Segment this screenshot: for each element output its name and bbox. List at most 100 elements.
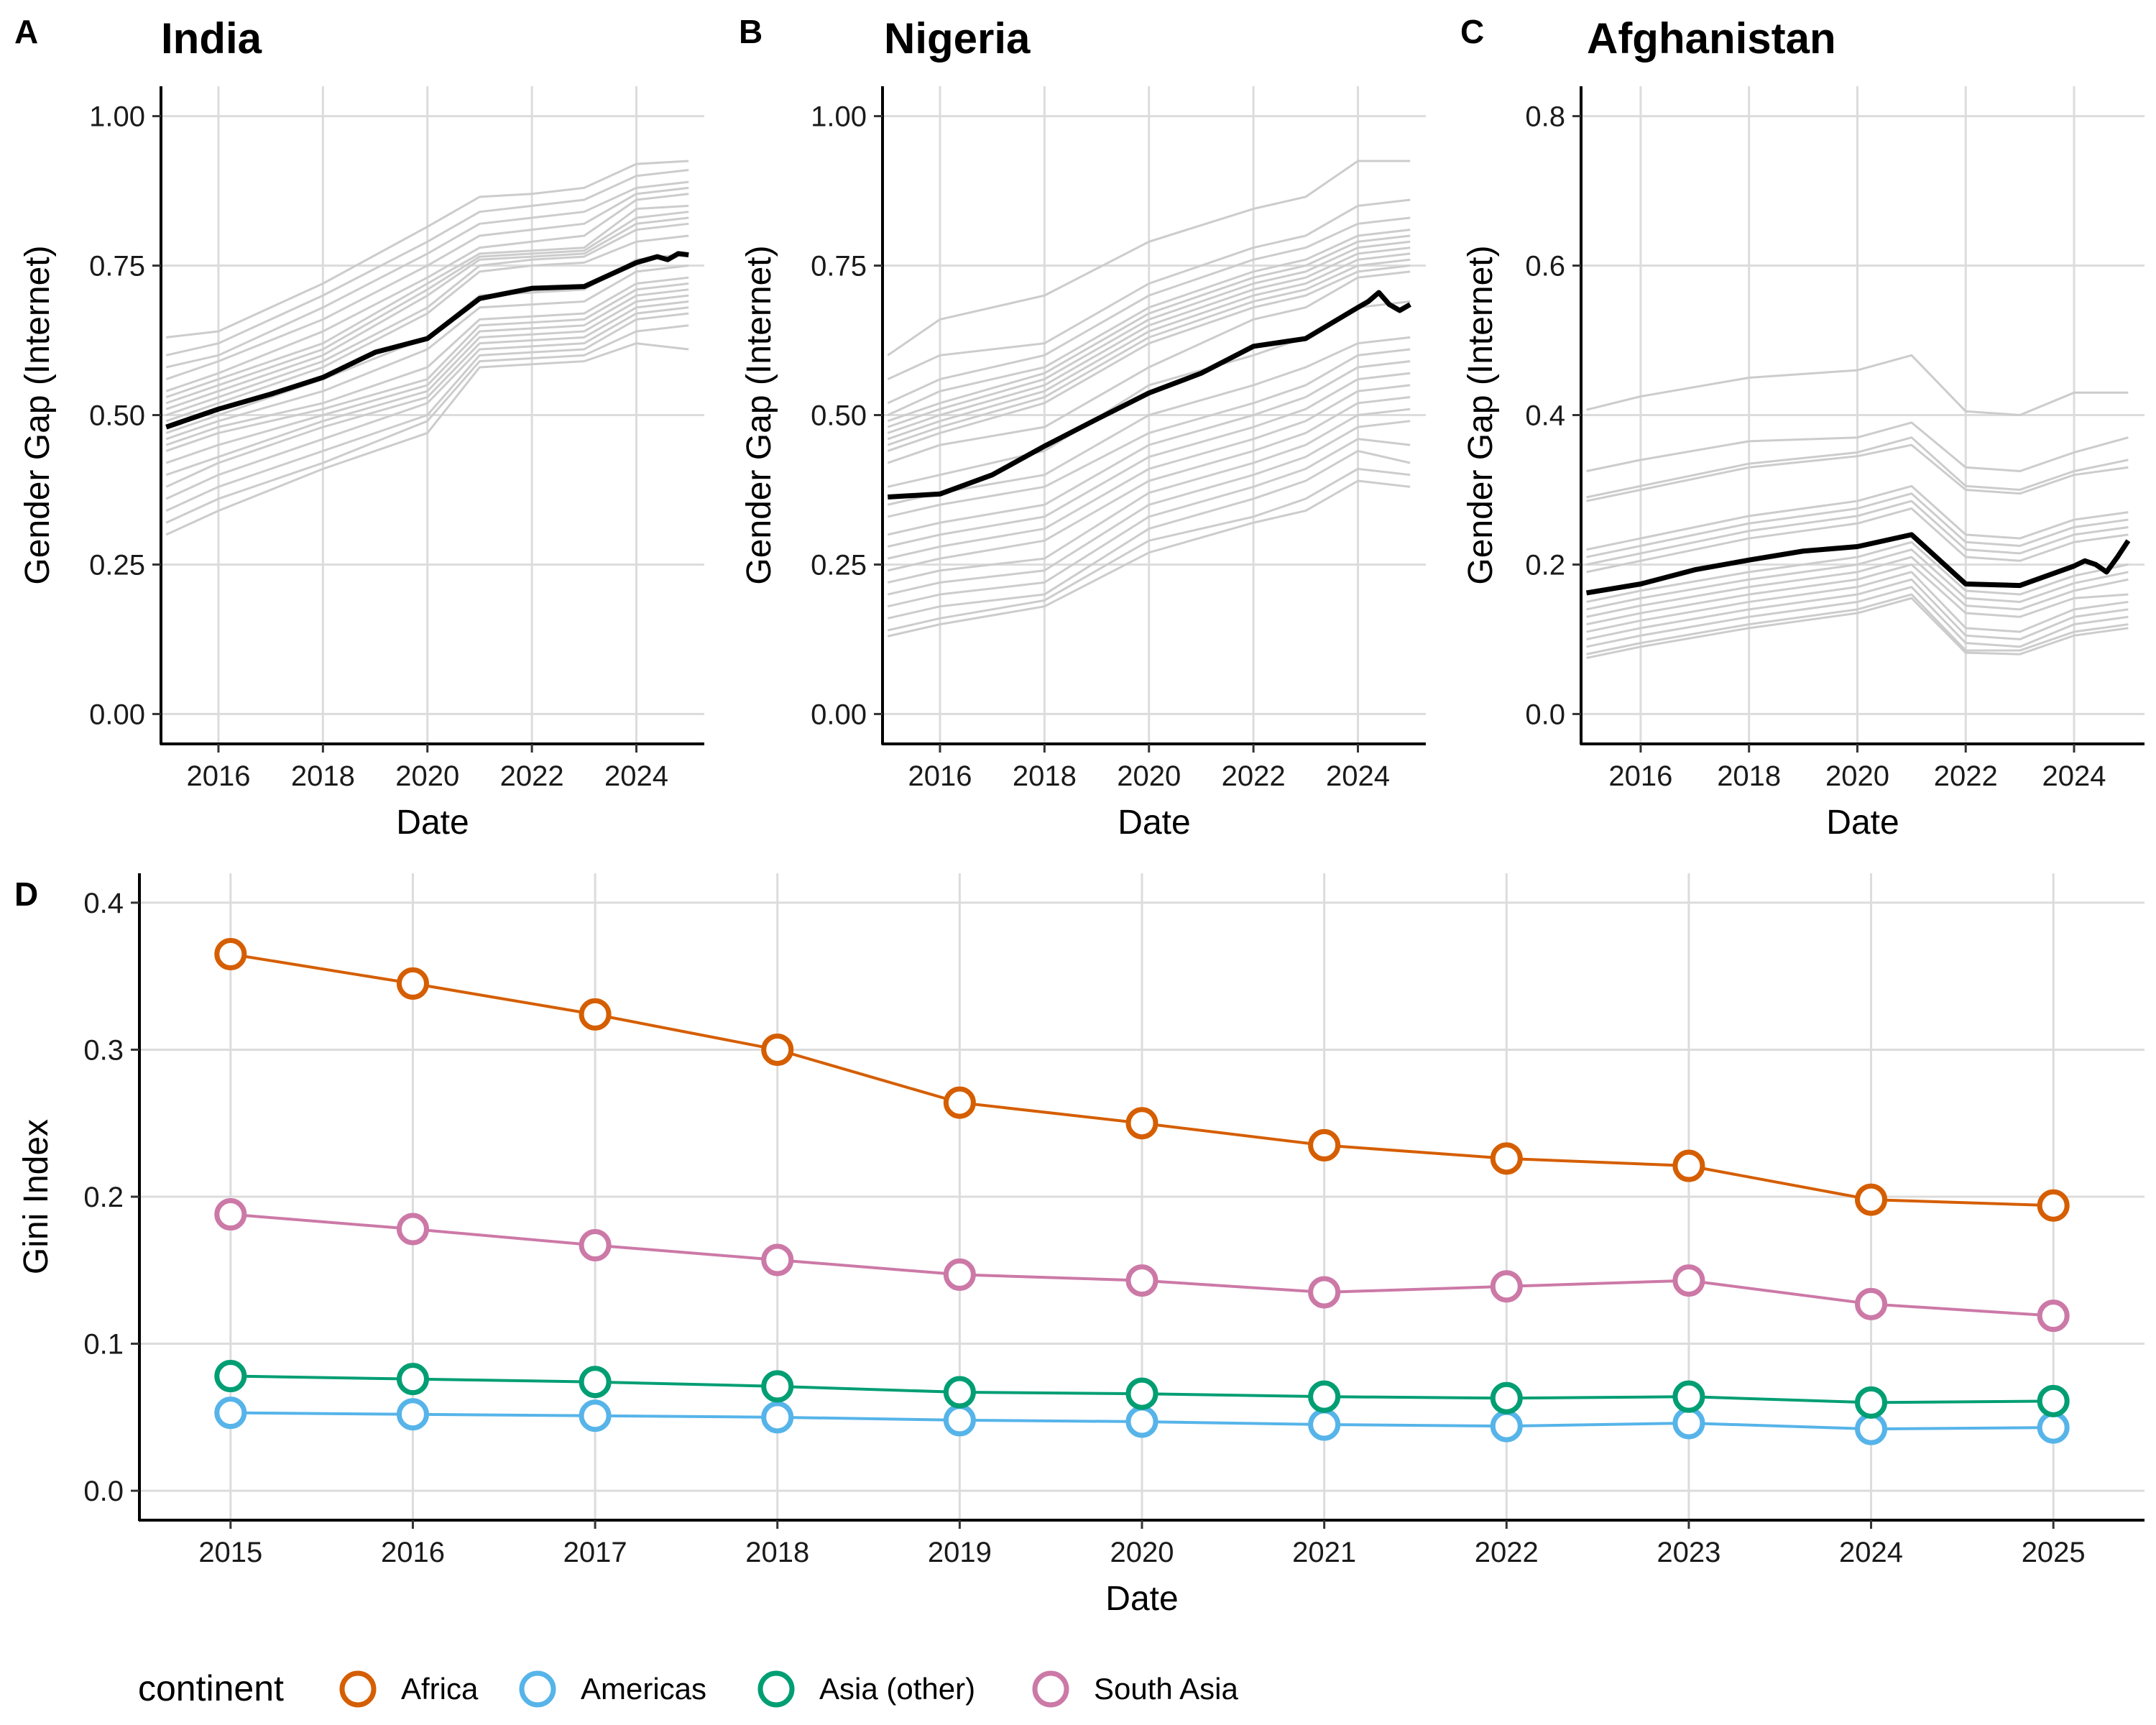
panel-c: 2016 2018 2020 2022 2024 0.0 0.2 0.4 0.6 0.8 Date G… xyxy=(1462,86,2145,842)
y-tick-label: 0.0 xyxy=(83,1476,124,1507)
data-point-south-asia xyxy=(579,1229,612,1261)
legend-marker-africa xyxy=(339,1670,377,1708)
legend-title: continent xyxy=(138,1668,284,1708)
y-axis-title: Gini Index xyxy=(17,1119,55,1274)
background-series-line xyxy=(887,198,1411,380)
x-tick-label: 2016 xyxy=(908,760,972,792)
background-series-line xyxy=(887,258,1411,446)
data-point-south-asia xyxy=(943,1258,976,1291)
legend-item-asia-other: Asia (other) xyxy=(757,1670,975,1708)
highlighted-series-line xyxy=(1585,532,2131,596)
background-series-line xyxy=(887,240,1411,428)
background-series-line xyxy=(165,276,689,446)
background-series-line xyxy=(1586,563,2129,626)
background-series-line xyxy=(165,180,689,369)
y-tick-label: 0.75 xyxy=(811,251,867,282)
y-tick-label: 0.25 xyxy=(89,549,145,581)
y-tick-label: 0.50 xyxy=(89,400,145,432)
highlighted-series-line xyxy=(888,290,1411,500)
data-point-africa xyxy=(761,1033,794,1066)
x-tick-label: 2015 xyxy=(198,1537,262,1568)
legend-label-south-asia: South Asia xyxy=(1094,1672,1238,1706)
x-tick-label: 2020 xyxy=(1825,760,1889,792)
background-series-line xyxy=(887,234,1411,423)
y-axis-title: Gender Gap (Internet) xyxy=(740,245,778,584)
background-series-line xyxy=(165,342,689,536)
highlighted-series-line xyxy=(165,251,689,430)
background-series-line xyxy=(165,282,689,452)
x-tick-label: 2022 xyxy=(1475,1537,1539,1568)
background-series-line xyxy=(1586,436,2129,499)
data-point-africa xyxy=(579,998,612,1031)
panel-c-tag: C xyxy=(1460,13,1484,50)
panel-b-tag: B xyxy=(739,13,763,50)
background-series-line xyxy=(887,252,1411,441)
data-point-south-asia xyxy=(2037,1300,2070,1333)
data-point-asia-other xyxy=(2037,1384,2070,1417)
panel-d: 2015 2016 2017 2018 2019 2020 2021 2022 2023 2024… xyxy=(17,873,2145,1618)
background-series-line xyxy=(165,186,689,381)
x-tick-label: 2024 xyxy=(1326,760,1390,792)
background-series-line xyxy=(1586,556,2129,618)
legend-label-africa: Africa xyxy=(401,1672,479,1706)
y-tick-label: 0.0 xyxy=(1525,699,1565,730)
data-point-africa xyxy=(1490,1142,1523,1175)
background-series-line xyxy=(165,312,689,512)
legend-item-south-asia: South Asia xyxy=(1032,1670,1238,1708)
x-tick-label: 2016 xyxy=(186,760,250,792)
background-series-line xyxy=(887,160,1411,356)
background-series-line xyxy=(1586,500,2129,566)
data-point-americas xyxy=(761,1401,794,1434)
data-point-africa xyxy=(214,938,247,970)
background-series-line xyxy=(1586,507,2129,574)
background-series-line xyxy=(887,467,1411,632)
data-point-americas xyxy=(396,1398,429,1431)
data-point-south-asia xyxy=(1490,1270,1523,1303)
panel-a: 2016 2018 2020 2022 2024 0.00 0.25 0.50 0.75 1.00… xyxy=(19,86,704,842)
data-point-asia-other xyxy=(579,1366,612,1399)
legend-item-africa: Africa xyxy=(339,1670,479,1708)
background-series-line xyxy=(1586,354,2129,416)
panel-a-tag: A xyxy=(14,13,38,50)
legend-label-asia-other: Asia (other) xyxy=(819,1672,975,1706)
data-point-south-asia xyxy=(1672,1264,1705,1297)
x-tick-label: 2020 xyxy=(1117,760,1181,792)
data-point-south-asia xyxy=(1855,1287,1888,1320)
x-tick-label: 2018 xyxy=(1717,760,1781,792)
y-tick-label: 0.50 xyxy=(811,400,867,432)
panel-b: 2016 2018 2020 2022 2024 0.00 0.25 0.50 0.75 1.00… xyxy=(740,86,1426,842)
background-series-line xyxy=(887,438,1411,608)
background-series-line xyxy=(887,396,1411,572)
background-series-line xyxy=(887,384,1411,560)
x-tick-label: 2018 xyxy=(745,1537,809,1568)
background-series-line xyxy=(165,264,689,441)
background-series-line xyxy=(1586,540,2129,603)
y-tick-label: 0.3 xyxy=(83,1034,124,1066)
background-series-line xyxy=(887,216,1411,405)
x-axis-title: Date xyxy=(1826,804,1899,842)
y-tick-label: 0.6 xyxy=(1525,251,1565,282)
legend-marker-asia-other xyxy=(757,1670,795,1708)
background-series-line xyxy=(165,168,689,356)
x-tick-label: 2016 xyxy=(1608,760,1672,792)
legend-marker-americas xyxy=(519,1670,556,1708)
data-point-americas xyxy=(943,1404,976,1437)
data-point-africa xyxy=(943,1086,976,1119)
legend-item-americas: Americas xyxy=(519,1670,706,1708)
y-tick-label: 0.2 xyxy=(1525,549,1565,581)
data-point-asia-other xyxy=(1308,1380,1341,1413)
background-series-line xyxy=(887,360,1411,536)
x-tick-label: 2024 xyxy=(1839,1537,1903,1568)
background-series-line xyxy=(887,247,1411,434)
y-tick-label: 0.1 xyxy=(83,1329,124,1361)
y-axis-title: Gender Gap (Internet) xyxy=(19,245,57,584)
y-tick-label: 0.4 xyxy=(1525,400,1565,432)
data-point-asia-other xyxy=(1125,1377,1158,1410)
y-tick-label: 0.00 xyxy=(811,699,867,730)
y-tick-label: 0.00 xyxy=(89,699,145,730)
data-point-africa xyxy=(1672,1149,1705,1182)
x-tick-label: 2024 xyxy=(604,760,668,792)
background-series-line xyxy=(887,408,1411,584)
data-point-asia-other xyxy=(943,1376,976,1409)
